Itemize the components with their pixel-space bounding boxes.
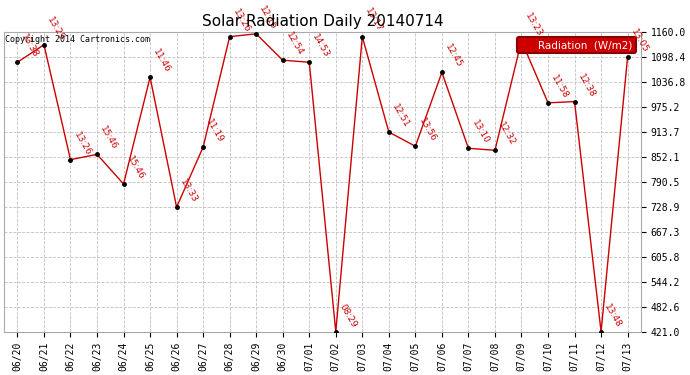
Text: 14:53: 14:53	[310, 33, 331, 60]
Text: 12:16: 12:16	[257, 4, 278, 31]
Text: 13:33: 13:33	[178, 177, 199, 204]
Text: 08:29: 08:29	[337, 302, 358, 329]
Text: 13:29: 13:29	[46, 15, 66, 42]
Text: 12:54: 12:54	[284, 31, 305, 57]
Text: 12:45: 12:45	[443, 43, 464, 70]
Text: 13:23: 13:23	[523, 11, 544, 38]
Text: 15:46: 15:46	[125, 154, 146, 181]
Text: 13:48: 13:48	[602, 302, 623, 329]
Text: 13:26: 13:26	[231, 7, 252, 34]
Text: 11:19: 11:19	[204, 117, 225, 144]
Text: 13:56: 13:56	[417, 117, 437, 144]
Text: 12:38: 12:38	[576, 72, 597, 99]
Text: 11:46: 11:46	[152, 48, 172, 75]
Text: 13:17: 13:17	[364, 7, 384, 34]
Title: Solar Radiation Daily 20140714: Solar Radiation Daily 20140714	[201, 14, 444, 29]
Text: 11:58: 11:58	[549, 73, 570, 100]
Text: 13:10: 13:10	[470, 118, 491, 146]
Text: 12:32: 12:32	[496, 121, 517, 147]
Text: 13:05: 13:05	[629, 27, 650, 54]
Text: Copyright 2014 Cartronics.com: Copyright 2014 Cartronics.com	[6, 35, 150, 44]
Text: 13:38: 13:38	[19, 33, 39, 60]
Text: 12:51: 12:51	[391, 102, 411, 129]
Legend: Radiation  (W/m2): Radiation (W/m2)	[518, 37, 635, 53]
Text: 13:26: 13:26	[72, 130, 92, 157]
Text: 15:46: 15:46	[99, 125, 119, 152]
